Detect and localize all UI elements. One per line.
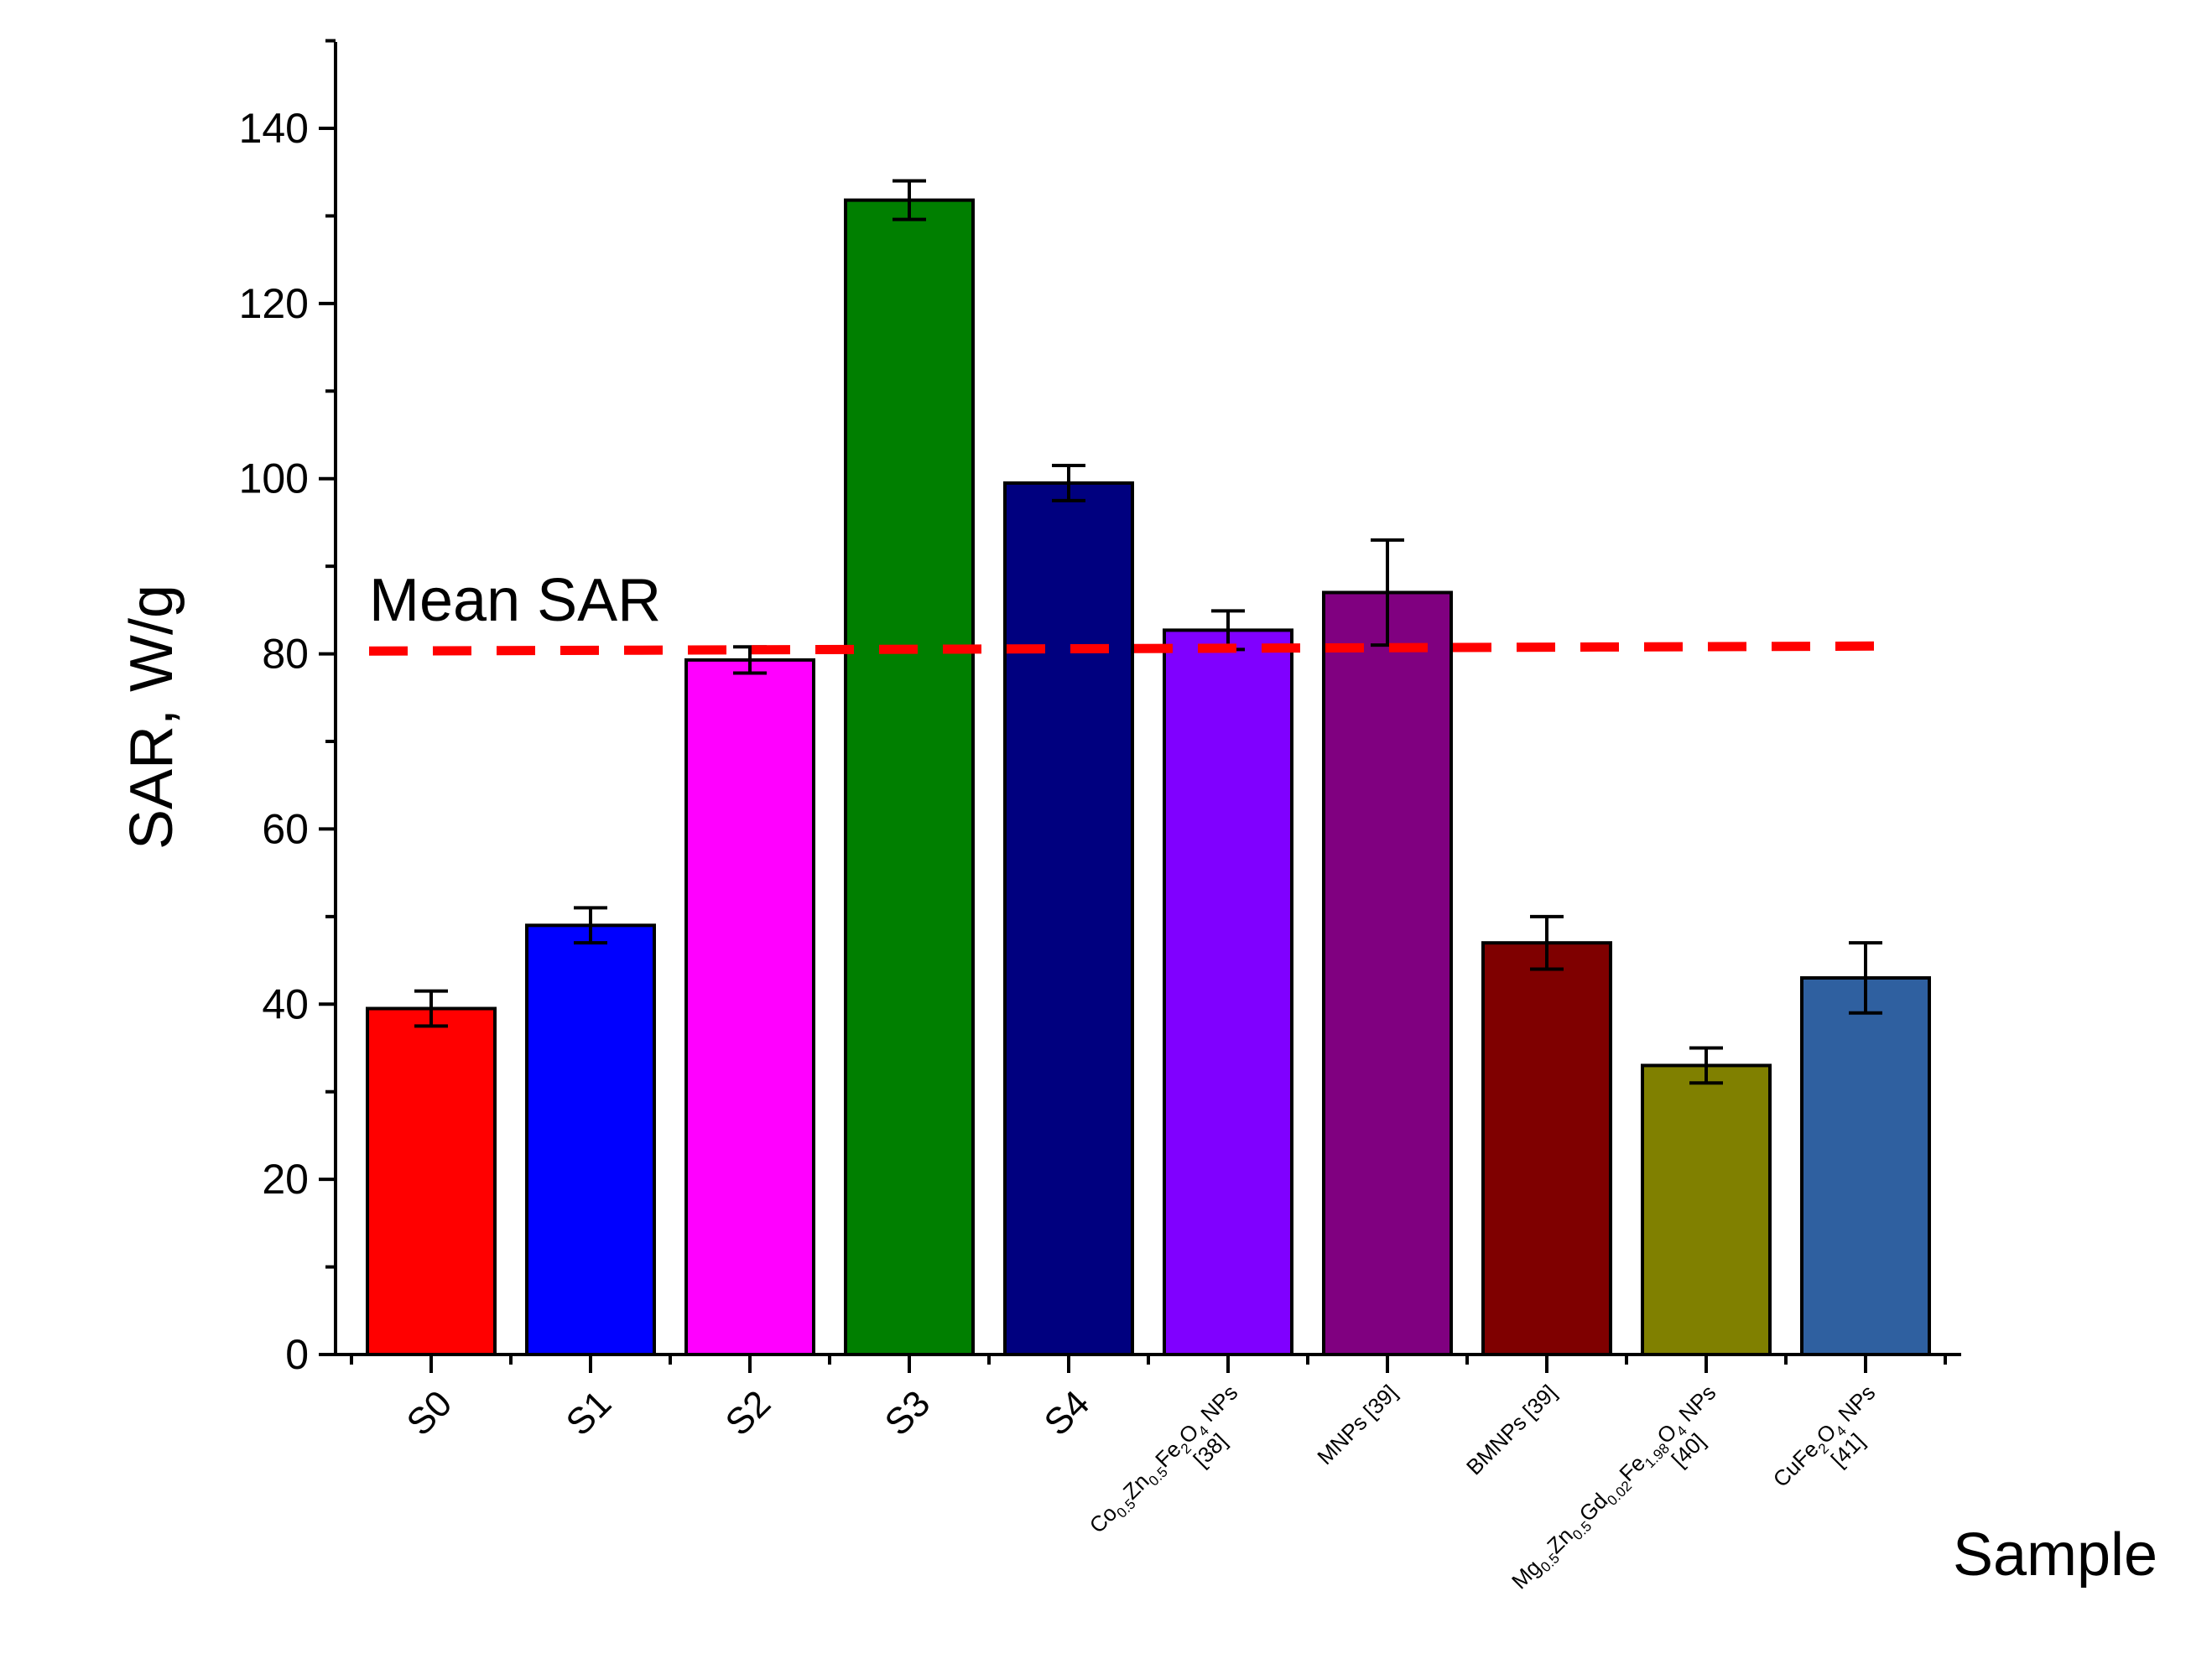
- x-label-0: S0: [399, 1383, 461, 1444]
- x-label-line1: S2: [718, 1383, 779, 1444]
- axes-layer: [319, 39, 1961, 1373]
- x-label-line1: CuFe2​O4​ NPs: [1768, 1380, 1883, 1495]
- y-tick-label: 140: [239, 105, 309, 152]
- x-label-line1: S4: [1037, 1383, 1098, 1444]
- bar-1: [525, 923, 656, 1357]
- x-label-4: S4: [1037, 1383, 1098, 1444]
- bar-2: [684, 658, 815, 1356]
- x-axis-title: Sample: [1953, 1521, 2157, 1589]
- mean-sar-annotation: Mean SAR: [369, 567, 661, 634]
- x-label-line1: Co0.5​Zn0.5​Fe2​O4​ NPs: [1085, 1380, 1246, 1541]
- x-label-9: CuFe2​O4​ NPs[41]: [1768, 1380, 1883, 1495]
- y-tick-label: 0: [285, 1331, 309, 1378]
- x-label-3: S3: [877, 1383, 939, 1444]
- bar-5: [1163, 628, 1293, 1356]
- y-tick-label: 20: [262, 1156, 309, 1203]
- bar-6: [1322, 590, 1453, 1356]
- x-label-line1: BMNPs [39]: [1461, 1380, 1561, 1479]
- y-tick-label: 40: [262, 980, 309, 1027]
- y-axis-title: SAR, W/g: [118, 585, 185, 850]
- x-label-line1: S0: [399, 1383, 461, 1444]
- y-tick-label: 100: [239, 455, 309, 502]
- y-tick-label: 80: [262, 631, 309, 678]
- x-label-line1: S1: [559, 1383, 620, 1444]
- x-label-7: BMNPs [39]: [1461, 1380, 1561, 1479]
- x-label-line1: S3: [877, 1383, 939, 1444]
- bar-0: [366, 1006, 497, 1357]
- bar-3: [844, 198, 975, 1356]
- bar-7: [1481, 941, 1612, 1356]
- y-tick-label: 60: [262, 805, 309, 852]
- x-label-5: Co0.5​Zn0.5​Fe2​O4​ NPs[38]: [1085, 1380, 1246, 1541]
- bar-4: [1003, 481, 1134, 1357]
- bar-9: [1800, 975, 1931, 1356]
- y-tick-labels: 0 20 40 60 80 100 120 140: [239, 105, 309, 1378]
- x-label-6: MNPs [39]: [1312, 1380, 1402, 1469]
- x-label-line1: MNPs [39]: [1312, 1380, 1402, 1469]
- x-label-2: S2: [718, 1383, 779, 1444]
- bars-layer: [366, 198, 1931, 1357]
- bar-8: [1641, 1063, 1772, 1357]
- y-tick-label: 120: [239, 280, 309, 327]
- x-label-1: S1: [559, 1383, 620, 1444]
